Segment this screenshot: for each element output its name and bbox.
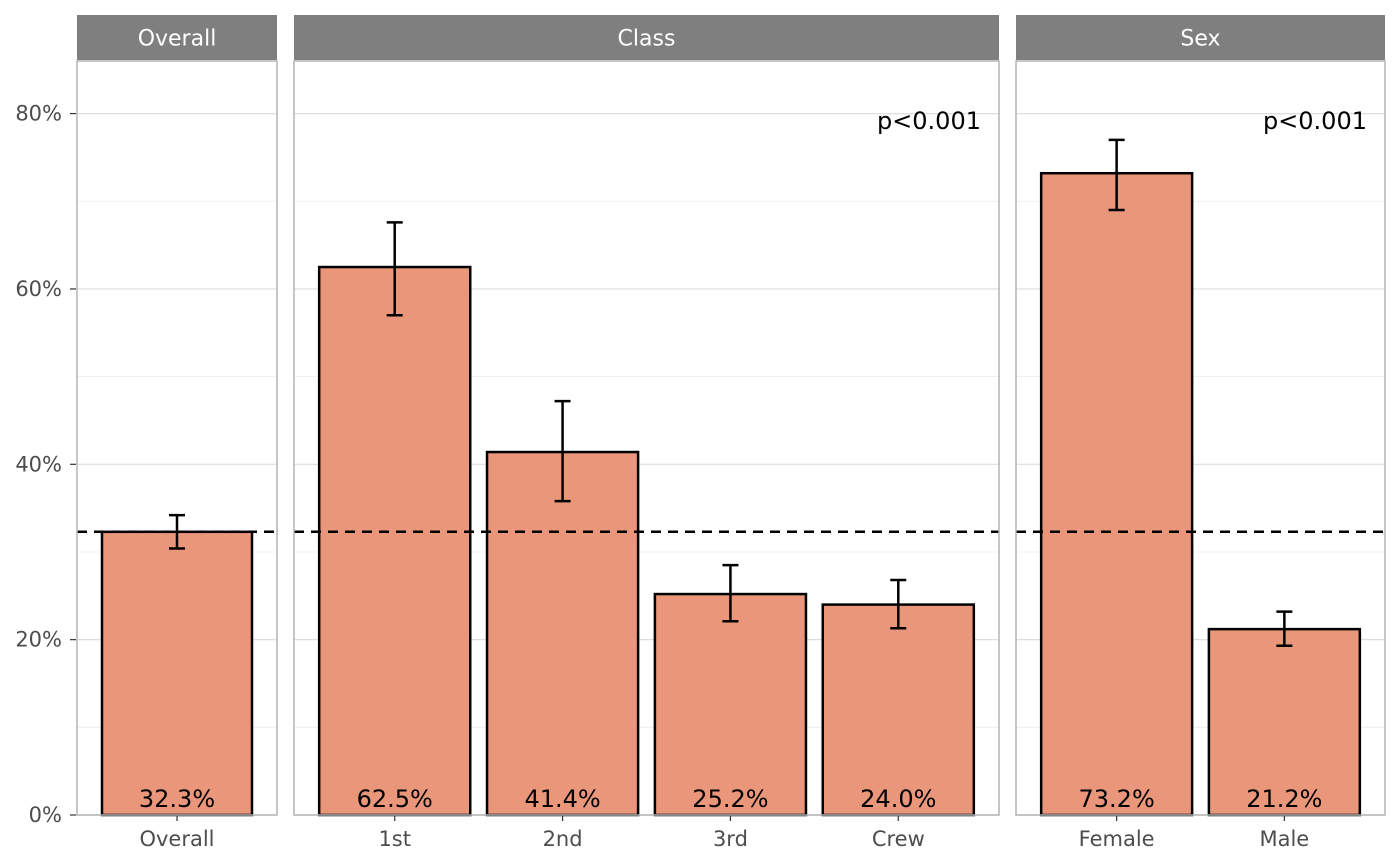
x-tick-label: Overall — [139, 827, 214, 851]
p-value-label: p<0.001 — [877, 107, 981, 135]
data-label: 24.0% — [860, 785, 936, 813]
p-value-label: p<0.001 — [1263, 107, 1367, 135]
panel-border — [1015, 60, 1386, 816]
facet-strip — [77, 15, 277, 60]
data-label: 32.3% — [139, 785, 215, 813]
bar — [100, 530, 254, 817]
facet-strip — [1016, 15, 1385, 60]
data-label: 41.4% — [524, 785, 600, 813]
facet-strip-title: Class — [618, 27, 676, 52]
data-label: 21.2% — [1246, 785, 1322, 813]
bar — [821, 603, 976, 817]
facet-strip-title: Overall — [138, 27, 217, 52]
x-tick-label: Female — [1079, 827, 1155, 851]
bar — [1207, 627, 1362, 817]
panel-border — [293, 60, 1000, 816]
bar — [317, 265, 472, 817]
facet-strip-title: Sex — [1180, 27, 1220, 52]
x-tick-label: 2nd — [543, 827, 583, 851]
y-tick-label: 0% — [29, 803, 62, 827]
bar — [485, 450, 640, 817]
bar — [653, 592, 808, 817]
y-tick-label: 60% — [15, 277, 62, 301]
x-tick-label: Male — [1259, 827, 1309, 851]
y-tick-label: 40% — [15, 452, 62, 476]
bar — [1039, 171, 1194, 817]
x-tick-label: 3rd — [713, 827, 748, 851]
x-tick-label: Crew — [872, 827, 925, 851]
y-tick-label: 20% — [15, 628, 62, 652]
y-tick-label: 80% — [15, 102, 62, 126]
data-label: 62.5% — [357, 785, 433, 813]
panel-border — [76, 60, 278, 816]
facet-strip — [294, 15, 999, 60]
data-label: 25.2% — [692, 785, 768, 813]
x-tick-label: 1st — [378, 827, 411, 851]
data-label: 73.2% — [1079, 785, 1155, 813]
